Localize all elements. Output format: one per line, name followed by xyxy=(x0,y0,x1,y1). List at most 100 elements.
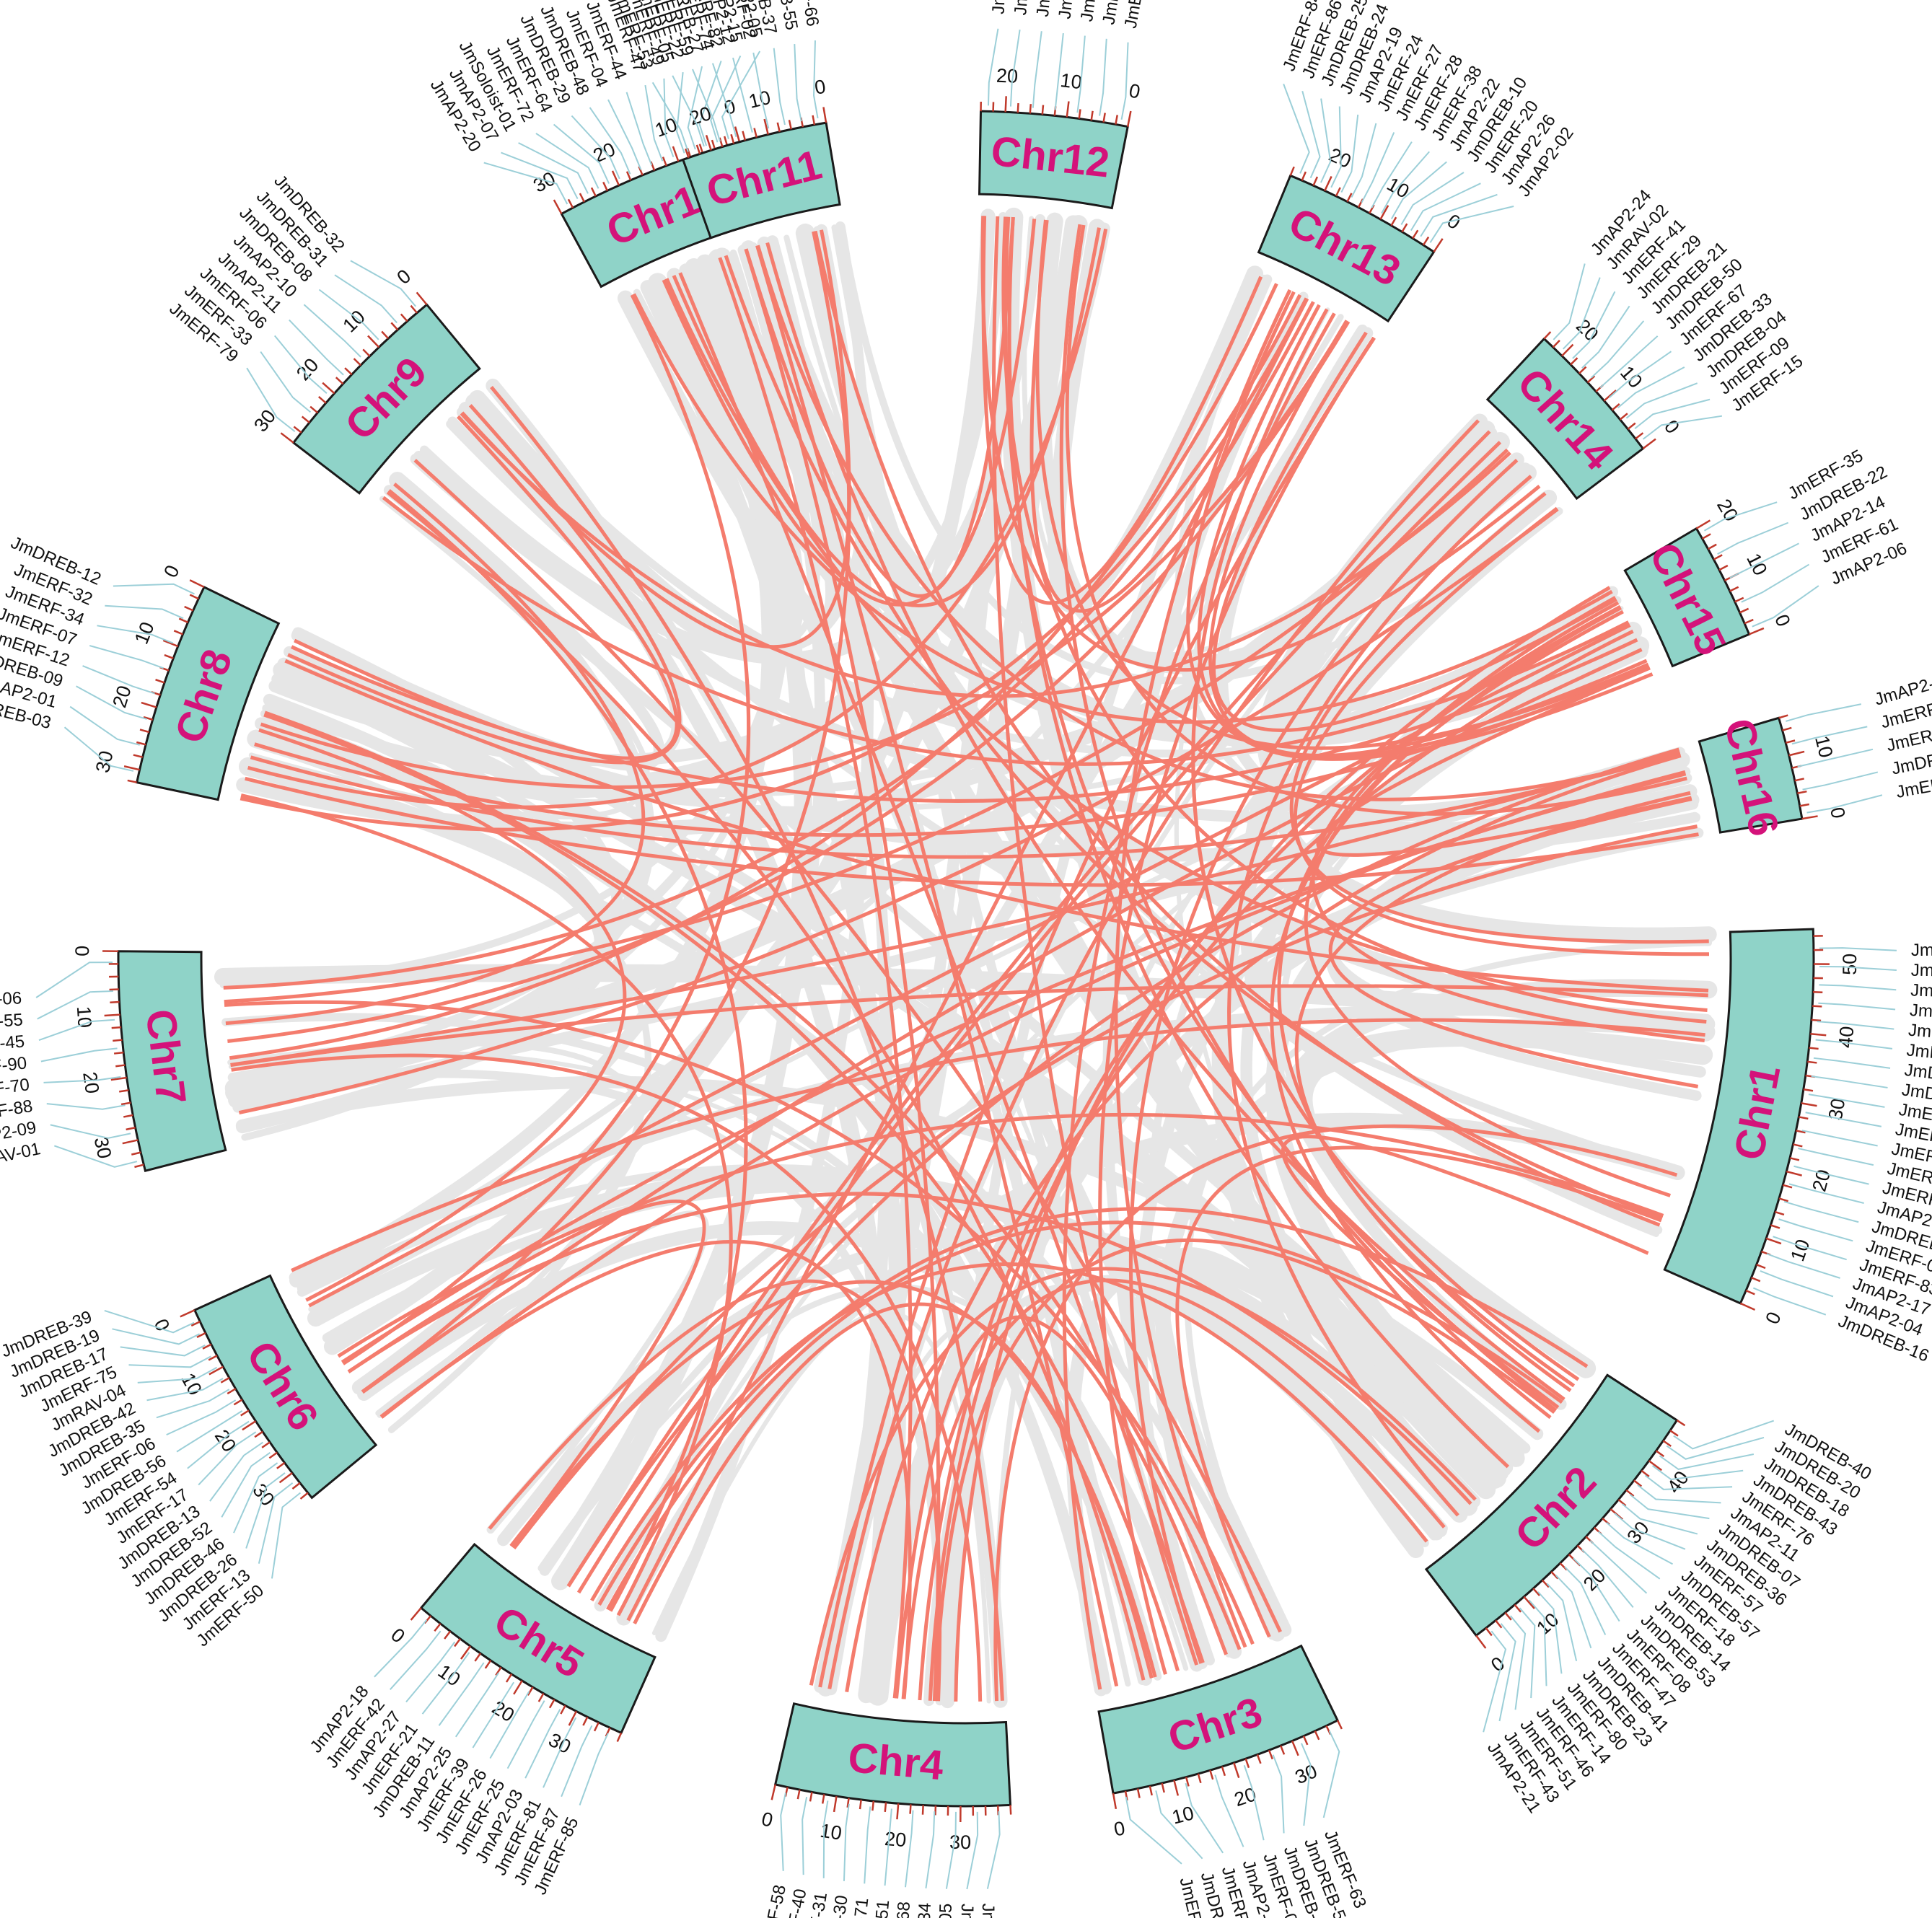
tick-mark xyxy=(126,1127,136,1131)
gene-connector xyxy=(1330,106,1342,188)
grey-link xyxy=(1144,507,1563,1658)
tick-mark xyxy=(1749,627,1765,635)
chromosome-chr8: Chr80102030JmDREB-12JmERF-32JmERF-34JmER… xyxy=(0,533,281,801)
tick-mark xyxy=(567,198,574,208)
tick-mark xyxy=(1642,438,1656,449)
gene-connector xyxy=(1798,1148,1874,1166)
gene-connector xyxy=(1642,415,1723,440)
tick-mark xyxy=(280,432,294,444)
gene-connector xyxy=(112,1328,201,1345)
tick-mark xyxy=(110,1076,127,1081)
tick-mark xyxy=(119,1089,129,1093)
gene-connector xyxy=(76,685,147,720)
gene-connector xyxy=(687,66,703,150)
gene-label: JmRAV-01 xyxy=(0,1139,42,1174)
tick-mark xyxy=(416,291,428,306)
tick-mark xyxy=(1756,1264,1766,1270)
gene-connector xyxy=(1599,335,1659,389)
tick-mark xyxy=(410,1607,422,1621)
tick-mark xyxy=(1809,1047,1819,1050)
tick-mark xyxy=(705,135,712,151)
tick-label: 20 xyxy=(1713,496,1742,525)
gene-connector xyxy=(1801,1130,1878,1147)
tick-mark xyxy=(1782,726,1792,731)
red-link xyxy=(488,1279,942,1702)
tick-mark xyxy=(115,1064,126,1068)
gene-connector xyxy=(1498,1623,1516,1722)
gene-connector xyxy=(1793,1165,1869,1185)
red-link xyxy=(284,659,1709,993)
tick-mark xyxy=(1662,1440,1672,1447)
gene-label: JmDREB-34 xyxy=(911,1902,935,1918)
gene-connector xyxy=(1703,501,1778,532)
gene-connector xyxy=(318,289,379,340)
tick-label: 30 xyxy=(545,1729,574,1758)
gene-connector xyxy=(1778,1218,1853,1242)
gene-connector xyxy=(1629,1494,1710,1520)
gene-connector xyxy=(1185,1782,1224,1854)
red-link xyxy=(1175,1145,1662,1638)
red-link xyxy=(230,984,1708,1068)
gene-connector xyxy=(966,1811,979,1890)
tick-mark xyxy=(1256,1754,1262,1764)
gene-connector xyxy=(233,1462,278,1534)
tick-mark xyxy=(695,144,701,154)
grey-link xyxy=(651,1309,991,1704)
tick-label: 10 xyxy=(819,1819,843,1844)
gene-connector xyxy=(543,1717,577,1788)
gene-connector xyxy=(1802,771,1879,791)
tick-mark xyxy=(1324,175,1332,191)
gene-connector xyxy=(1773,1236,1847,1261)
red-link xyxy=(809,1267,1477,1686)
gene-connector xyxy=(105,604,184,620)
tick-mark xyxy=(390,322,399,331)
gene-connector xyxy=(1562,277,1601,350)
grey-link xyxy=(264,591,1617,813)
tick-mark xyxy=(1244,1758,1250,1769)
tick-mark xyxy=(1379,205,1389,220)
tick-mark xyxy=(579,193,585,203)
tick-mark xyxy=(1302,1736,1309,1746)
gene-connector xyxy=(1243,1765,1265,1841)
tick-label: 0 xyxy=(71,946,93,956)
grey-link xyxy=(837,222,1563,685)
chromosome-chr3: Chr30102030JmERF-54JmDREB-15JmERF-60JmAP… xyxy=(1097,1644,1370,1918)
tick-mark xyxy=(1797,790,1807,794)
grey-link xyxy=(219,251,789,989)
tick-mark xyxy=(1017,102,1019,113)
tick-mark xyxy=(602,181,608,191)
tick-label: 20 xyxy=(884,1828,907,1851)
gene-connector xyxy=(752,52,770,129)
gene-label: JmERF-68 xyxy=(890,1901,914,1918)
red-link xyxy=(223,297,1309,990)
red-link xyxy=(744,248,941,1702)
gene-connector xyxy=(38,1019,115,1042)
tick-mark xyxy=(233,1399,243,1406)
gene-connector xyxy=(374,1619,428,1678)
tick-mark xyxy=(1778,714,1788,719)
tick-label: 0 xyxy=(760,1808,775,1831)
tick-mark xyxy=(833,1796,838,1813)
gene-connector xyxy=(1797,748,1874,767)
tick-mark xyxy=(1774,1210,1785,1216)
gene-connector xyxy=(156,1389,230,1419)
gene-connector xyxy=(987,28,999,106)
red-link xyxy=(341,772,1687,1364)
tick-mark xyxy=(1713,554,1723,560)
tick-mark xyxy=(896,1803,900,1820)
gene-connector xyxy=(1283,84,1310,174)
tick-label: 10 xyxy=(73,1006,96,1029)
chromosome-box xyxy=(978,110,1129,210)
gene-connector xyxy=(535,133,600,189)
tick-mark xyxy=(1561,343,1574,357)
tick-mark xyxy=(122,1139,139,1145)
tick-mark xyxy=(711,139,716,150)
tick-mark xyxy=(134,1163,144,1169)
tick-mark xyxy=(143,716,154,721)
red-link xyxy=(981,216,1263,605)
gene-connector xyxy=(1272,1754,1285,1834)
tick-label: 0 xyxy=(159,562,184,581)
gene-label: JmERF-36 xyxy=(1121,0,1155,30)
gene-connector xyxy=(455,1672,500,1738)
gene-connector xyxy=(1606,1522,1674,1565)
